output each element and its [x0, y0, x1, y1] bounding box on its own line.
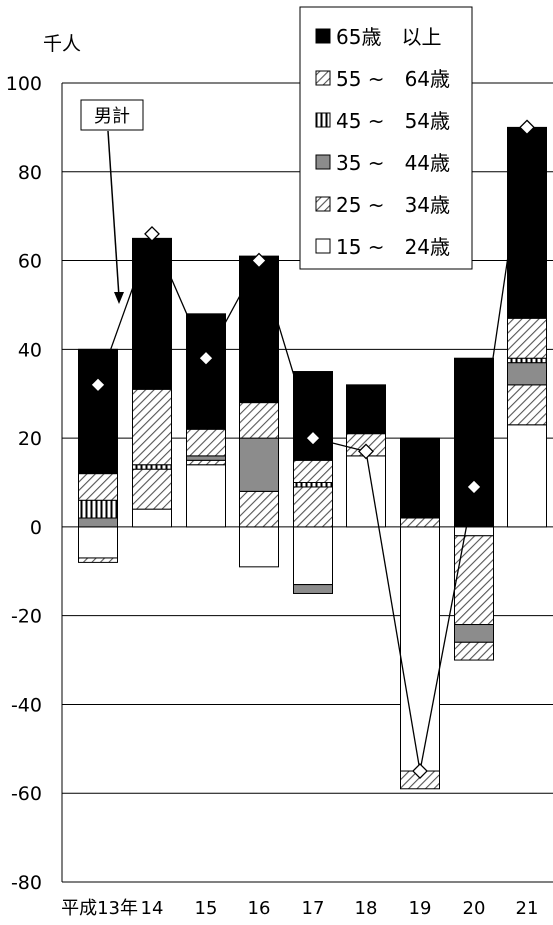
- bar-segment: [507, 424, 547, 528]
- x-axis-tick-labels: 平成13年 14 15 16 17 18 19 20 21: [61, 898, 538, 919]
- x-tick-label: 19: [409, 898, 432, 919]
- bar-segment: [346, 455, 386, 528]
- bar-segment: [400, 517, 440, 528]
- bar-segment: [293, 459, 333, 483]
- bar-segment: [400, 526, 440, 772]
- bar-segment: [132, 508, 172, 528]
- bar-segment: [346, 384, 386, 435]
- total-point: [358, 443, 374, 460]
- bar-stacks: [78, 126, 547, 790]
- legend-label: 25 ~ 34歳: [336, 193, 450, 217]
- y-axis-tick-labels: 100 80 60 40 20 0 -20 -40 -60 -80: [6, 73, 42, 894]
- legend-swatch: [315, 28, 331, 44]
- bar-segment: [507, 384, 547, 426]
- bar-segment: [78, 526, 118, 559]
- y-tick-label: 100: [6, 73, 42, 95]
- bar-segment: [239, 526, 279, 568]
- y-tick-label: -40: [11, 694, 42, 716]
- bar-segment: [293, 482, 333, 488]
- bar-segment: [239, 402, 279, 439]
- legend-label: 15 ~ 24歳: [336, 235, 450, 259]
- y-tick-label: 60: [18, 251, 42, 273]
- legend-swatch: [315, 112, 331, 128]
- legend-swatch: [315, 238, 331, 254]
- bar-segment: [507, 126, 547, 319]
- bar-segment: [186, 428, 226, 457]
- bar-segment: [239, 437, 279, 492]
- total-point: [412, 763, 428, 779]
- bar-segment: [78, 499, 118, 519]
- x-tick-label: 20: [463, 898, 486, 919]
- bar-segment: [507, 357, 547, 364]
- bar-segment: [454, 641, 494, 661]
- annotation-label: 男計: [94, 106, 130, 127]
- bar-segment: [507, 362, 547, 386]
- total-line: [90, 119, 535, 779]
- legend-label: 65歳 以上: [336, 25, 441, 49]
- annotation-arrow-head: [114, 292, 124, 304]
- y-tick-label: 40: [18, 339, 42, 361]
- bar-segment: [507, 317, 547, 359]
- total-point: [519, 119, 535, 136]
- legend-label: 45 ~ 54歳: [336, 109, 450, 133]
- legend-box: [299, 6, 473, 270]
- bar-segment: [186, 313, 226, 430]
- y-tick-label: 80: [18, 162, 42, 184]
- annotation-arrow-line: [107, 130, 120, 298]
- total-point: [466, 479, 482, 495]
- x-tick-label: 17: [302, 898, 325, 919]
- bar-segment: [293, 371, 333, 461]
- legend-label: 35 ~ 44歳: [336, 151, 450, 175]
- legend-swatch: [315, 196, 331, 212]
- bar-segment: [186, 455, 226, 461]
- x-tick-label: 21: [516, 898, 539, 919]
- y-tick-label: 20: [18, 428, 42, 450]
- legend-swatch: [315, 70, 331, 86]
- total-point: [305, 430, 321, 447]
- bar-segment: [293, 526, 333, 586]
- bar-segment: [132, 464, 172, 470]
- bar-segment: [132, 468, 172, 510]
- bar-segment: [400, 437, 440, 519]
- legend: 65歳 以上 55 ~ 64歳 45 ~ 54歳 35 ~ 44歳 25 ~ 34歳 15…: [299, 6, 473, 270]
- x-tick-label: 18: [355, 898, 378, 919]
- y-tick-label: -20: [11, 606, 42, 628]
- annotation-total-callout: 男計: [80, 99, 144, 304]
- bar-segment: [454, 526, 494, 537]
- bar-segment: [239, 490, 279, 528]
- x-tick-label: 15: [195, 898, 218, 919]
- bar-segment: [454, 535, 494, 626]
- bar-segment: [78, 517, 118, 528]
- total-point: [144, 226, 160, 242]
- bar-segment: [186, 464, 226, 528]
- bar-segment: [78, 473, 118, 501]
- bar-segment: [78, 557, 118, 563]
- legend-label: 55 ~ 64歳: [336, 67, 450, 91]
- bar-segment: [293, 584, 333, 594]
- annotation-box: [80, 99, 144, 131]
- legend-swatch: [315, 154, 331, 170]
- total-point: [198, 350, 214, 367]
- y-unit-label: 千人: [43, 33, 81, 55]
- bar-segment: [293, 486, 333, 528]
- bar-segment: [454, 357, 494, 528]
- x-tick-label: 14: [141, 898, 164, 919]
- bar-segment: [454, 624, 494, 643]
- bar-segment: [186, 459, 226, 466]
- bar-segment: [132, 237, 172, 390]
- y-tick-label: -60: [11, 783, 42, 805]
- bar-segment: [78, 348, 118, 475]
- y-tick-label: 0: [30, 517, 42, 539]
- bar-segment: [239, 255, 279, 404]
- total-point: [90, 376, 106, 393]
- bar-segment: [132, 388, 172, 466]
- y-tick-label: -80: [11, 872, 42, 894]
- x-tick-label: 16: [248, 898, 271, 919]
- x-tick-label: 平成13年: [61, 898, 138, 919]
- total-point: [251, 252, 267, 269]
